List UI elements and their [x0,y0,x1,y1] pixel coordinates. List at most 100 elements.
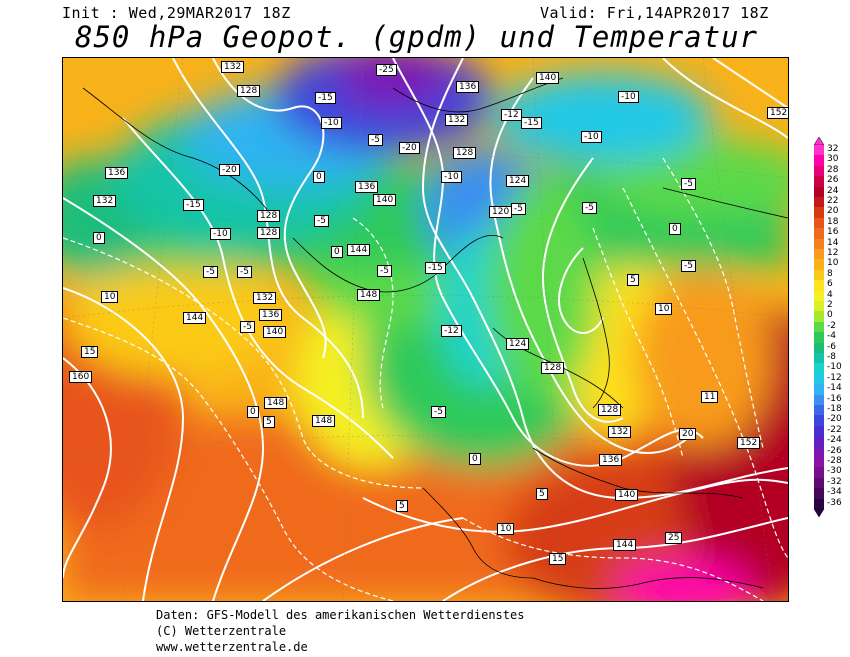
geopotential-label: 128 [257,227,281,239]
legend-value: 6 [827,279,833,290]
temperature-field [63,58,788,601]
copyright-credit: (C) Wetterzentrale [156,624,287,638]
init-time: Init : Wed,29MAR2017 18Z [62,4,291,22]
legend-value: -6 [827,341,836,352]
geopotential-label: 136 [599,454,623,466]
legend-swatch [814,363,824,375]
legend-value: -22 [827,424,842,435]
legend-value: 20 [827,206,839,217]
data-source-credit: Daten: GFS-Modell des amerikanischen Wet… [156,608,525,622]
geopotential-label: 140 [263,326,287,338]
temperature-label: -20 [219,164,240,176]
geopotential-label: 148 [357,289,381,301]
legend-value: 14 [827,237,839,248]
temperature-label: -10 [441,171,462,183]
legend-swatch [814,311,824,323]
temperature-label: 5 [396,500,408,512]
geopotential-label: 132 [445,114,469,126]
legend-swatch [814,415,824,427]
legend-value: -26 [827,445,842,456]
temperature-label: -12 [501,109,522,121]
temperature-label: -5 [240,321,255,333]
legend-value: -8 [827,352,836,362]
legend-value: 2 [827,300,833,310]
legend-swatch [814,176,824,188]
geopotential-label: 124 [506,338,530,350]
geopotential-label: 140 [373,194,397,206]
legend-value: -14 [827,383,842,394]
temperature-label: 10 [655,303,673,315]
valid-time: Valid: Fri,14APR2017 18Z [540,4,769,22]
weather-map: 132 128 136 132 128 128 132 136 140 144 140 136 144 1… [62,57,789,602]
legend-value: 24 [827,185,839,196]
temperature-label: 15 [549,553,567,565]
temperature-label: -5 [681,260,696,272]
legend-value: 30 [827,154,839,165]
legend-value: -28 [827,456,842,466]
legend-value: -20 [827,414,842,425]
legend-swatch [814,155,824,167]
temperature-label: -10 [581,131,602,143]
temperature-label: 0 [93,232,105,244]
legend-value: -32 [827,476,842,487]
legend-value: -2 [827,320,836,331]
lat-lon-grid [63,58,788,601]
temperature-label: -25 [376,64,397,76]
legend-swatch [814,384,824,396]
website-link[interactable]: www.wetterzentrale.de [156,640,308,654]
legend-swatch [814,280,824,292]
scale-down-arrow-icon [813,509,825,517]
temperature-label: -5 [511,203,526,215]
legend-value: 8 [827,268,833,279]
temperature-label: -5 [314,215,329,227]
legend-swatch [814,290,824,302]
legend-swatch [814,249,824,260]
legend-value: -16 [827,393,842,404]
geopotential-label: 128 [598,404,622,416]
temperature-label: 0 [469,453,481,465]
geopotential-label: 124 [506,175,530,187]
legend-swatch [814,269,824,281]
geopotential-label: 140 [615,489,639,501]
temperature-label: 5 [263,416,275,428]
geopotential-label: 128 [541,362,565,374]
legend-value: -18 [827,404,842,414]
legend-value: -4 [827,331,836,342]
legend-value: 22 [827,196,839,206]
geopotential-label: 128 [237,85,261,97]
geopotential-label: 132 [608,426,632,438]
geopotential-label: 136 [105,167,129,179]
temperature-label: -10 [321,117,342,129]
legend-value: 10 [827,258,839,269]
legend-swatch [814,436,824,448]
temperature-label: 20 [679,428,697,440]
legend-swatch [814,186,824,198]
geopotential-label: 132 [93,195,117,207]
temperature-label: 10 [497,523,515,535]
legend-value: 4 [827,289,833,300]
temperature-label: -20 [399,142,420,154]
geopotential-label: 148 [312,415,336,427]
temperature-label: -10 [210,228,231,240]
temperature-label: 5 [536,488,548,500]
temperature-label: -5 [368,134,383,146]
legend-swatch [814,488,824,500]
legend-value: -30 [827,466,842,477]
legend-swatch [814,259,824,271]
temperature-label: -15 [425,262,446,274]
geopotential-label: 132 [221,61,245,73]
geopotential-label: 152 [737,437,761,449]
legend-value: 0 [827,310,833,321]
geopotential-label: 144 [183,312,207,324]
temperature-label: 5 [627,274,639,286]
geopotential-label: 136 [456,81,480,93]
legend-value: -34 [827,487,842,498]
legend-value: -10 [827,362,842,373]
geopotential-label: 136 [259,309,283,321]
temperature-label: 10 [101,291,119,303]
legend-swatch [814,207,824,219]
legend-swatch [814,321,824,333]
temperature-label: 0 [247,406,259,418]
legend-swatch [814,353,824,364]
temperature-label: -15 [315,92,336,104]
